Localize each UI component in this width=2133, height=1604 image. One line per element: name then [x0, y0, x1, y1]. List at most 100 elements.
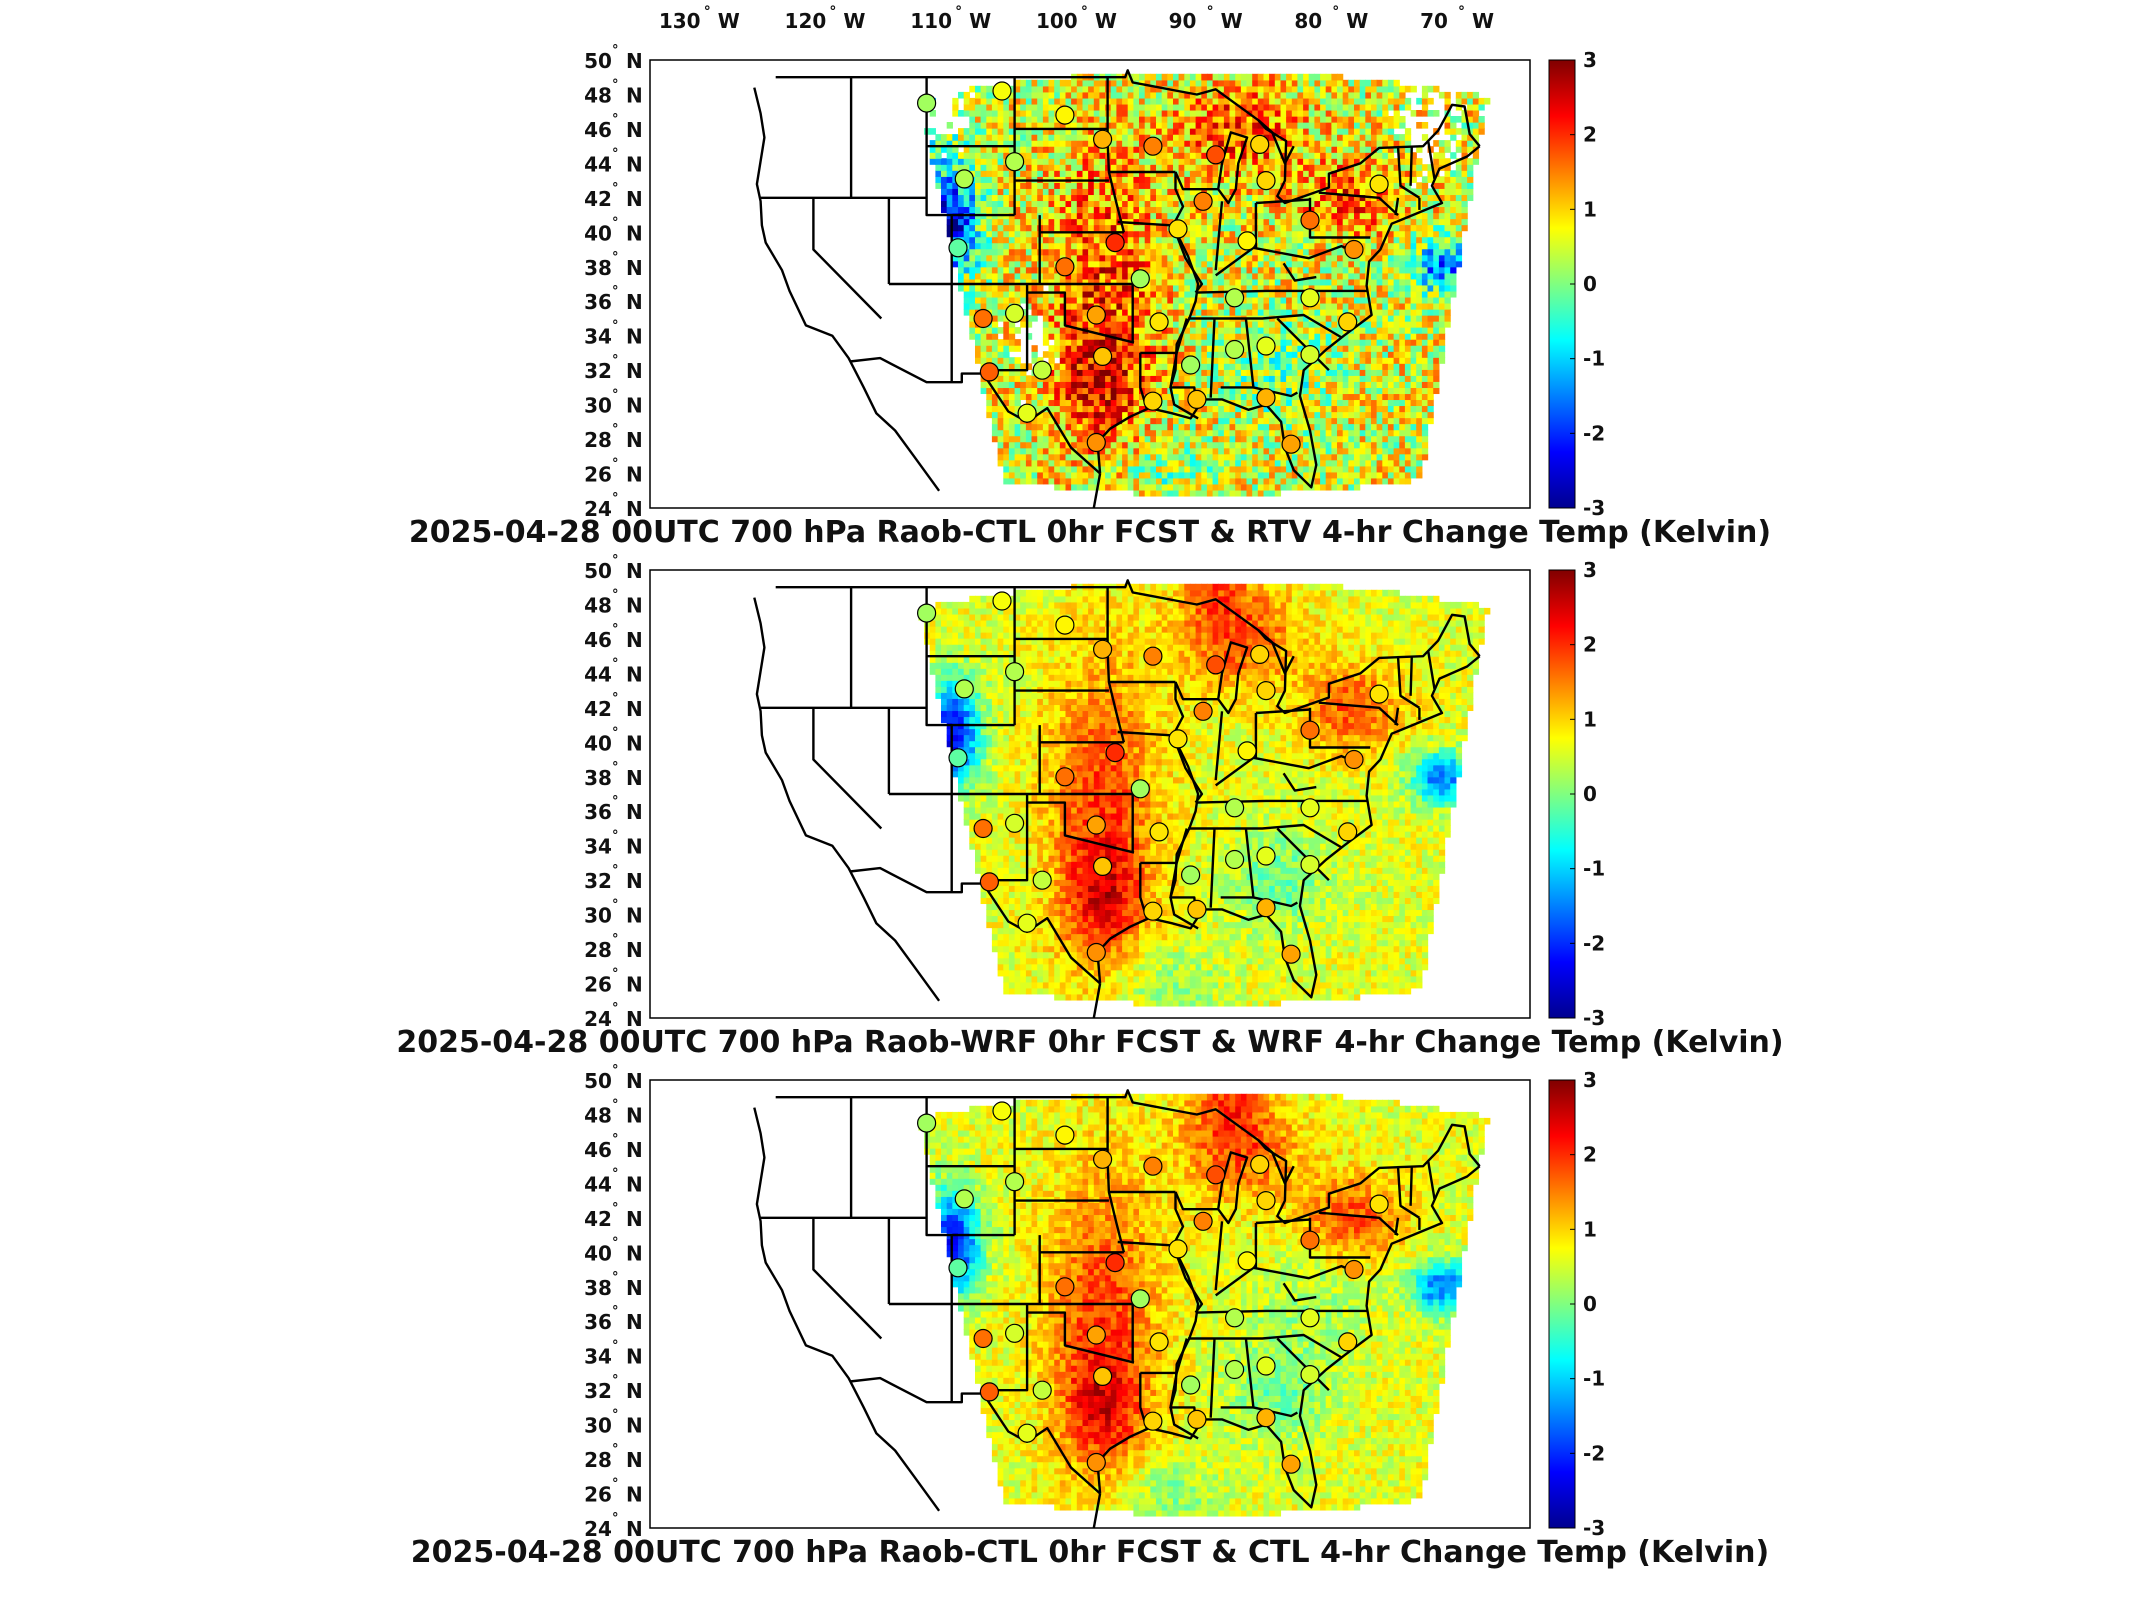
field-cell — [1020, 441, 1027, 449]
field-cell — [1320, 272, 1327, 280]
field-cell — [1376, 351, 1383, 358]
field-cell — [975, 278, 982, 286]
field-cell — [1150, 170, 1157, 177]
field-cell — [1144, 309, 1151, 316]
field-cell — [1008, 405, 1016, 413]
field-cell — [1342, 230, 1349, 238]
field-cell — [1099, 411, 1106, 419]
field-cell — [1393, 303, 1400, 310]
field-cell — [1206, 254, 1214, 262]
field-cell — [1404, 236, 1412, 244]
field-cell — [1240, 435, 1248, 443]
field-cell — [1291, 345, 1299, 352]
field-cell — [1093, 477, 1101, 485]
field-cell — [1116, 272, 1123, 280]
field-cell — [1042, 206, 1050, 214]
field-cell — [1031, 158, 1038, 165]
field-cell — [1133, 212, 1140, 220]
field-cell — [1127, 477, 1134, 485]
field-cell — [1359, 309, 1366, 316]
field-cell — [963, 164, 970, 171]
field-cell — [1167, 339, 1174, 346]
field-cell — [1042, 411, 1050, 419]
field-cell — [991, 399, 999, 407]
field-cell — [1427, 266, 1434, 274]
field-cell — [1020, 435, 1027, 443]
field-cell — [1156, 471, 1163, 479]
field-cell — [1218, 429, 1225, 437]
field-cell — [1110, 152, 1117, 159]
field-cell — [1297, 230, 1304, 238]
field-cell — [1161, 254, 1168, 262]
field-cell — [1144, 483, 1151, 491]
field-cell — [1223, 260, 1231, 268]
field-cell — [1314, 471, 1321, 479]
field-cell — [1076, 152, 1084, 159]
field-cell — [1286, 164, 1293, 171]
field-cell — [1399, 188, 1406, 196]
field-cell — [1433, 260, 1440, 268]
field-cell — [1421, 254, 1429, 262]
field-cell — [1014, 441, 1021, 449]
field-cell — [997, 194, 1004, 202]
field-cell — [1105, 296, 1112, 304]
field-cell — [1365, 369, 1372, 376]
field-cell — [1105, 405, 1112, 413]
field-cell — [1048, 429, 1055, 437]
field-cell — [1122, 272, 1129, 280]
field-cell — [1065, 200, 1072, 208]
field-cell — [1286, 290, 1293, 298]
field-cell — [1093, 260, 1101, 268]
field-cell — [1076, 296, 1084, 304]
field-cell — [1037, 405, 1044, 413]
field-cell — [1020, 242, 1027, 250]
field-cell — [1037, 411, 1044, 419]
field-cell — [1325, 381, 1332, 389]
field-cell — [1269, 321, 1276, 328]
field-cell — [1156, 284, 1163, 292]
field-cell — [1325, 321, 1332, 328]
field-cell — [1274, 417, 1282, 425]
field-cell — [1257, 351, 1265, 358]
field-cell — [1116, 260, 1123, 268]
field-cell — [1382, 164, 1389, 171]
field-cell — [1421, 369, 1429, 376]
field-cell — [1269, 477, 1276, 485]
field-cell — [1342, 284, 1349, 292]
lat-hemisphere-label: N — [626, 428, 643, 452]
field-cell — [1331, 248, 1338, 256]
field-cell — [1076, 369, 1084, 376]
field-cell — [952, 206, 959, 214]
field-cell — [1376, 170, 1383, 177]
field-cell — [1274, 435, 1282, 443]
field-cell — [1059, 351, 1067, 358]
field-cell — [1365, 345, 1372, 352]
field-cell — [1359, 284, 1366, 292]
field-cell — [1387, 200, 1395, 208]
field-cell — [1088, 327, 1095, 334]
field-cell — [1071, 411, 1078, 419]
field-cell — [1048, 363, 1055, 370]
field-cell — [1325, 296, 1332, 304]
field-cell — [1156, 278, 1163, 286]
field-cell — [1286, 471, 1293, 479]
field-cell — [1393, 146, 1400, 153]
field-cell — [1291, 212, 1299, 220]
field-cell — [1189, 260, 1197, 268]
field-cell — [1320, 417, 1327, 425]
field-cell — [1467, 146, 1474, 153]
field-cell — [1088, 417, 1095, 425]
field-cell — [1184, 248, 1191, 256]
field-cell — [1308, 405, 1315, 413]
field-cell — [1037, 140, 1044, 147]
field-cell — [1461, 146, 1468, 153]
map-panel-rtv: 50 ° N48 ° N46 ° N44 ° N42 ° N40 ° N38 ° N36 ° N34 ° N32 ° N… — [409, 43, 1771, 550]
field-cell — [1037, 206, 1044, 214]
field-cell — [1031, 170, 1038, 177]
field-cell — [1399, 411, 1406, 419]
field-cell — [980, 339, 987, 346]
field-cell — [1376, 411, 1383, 419]
field-cell — [1173, 465, 1180, 473]
field-cell — [1031, 146, 1038, 153]
field-cell — [1376, 200, 1383, 208]
